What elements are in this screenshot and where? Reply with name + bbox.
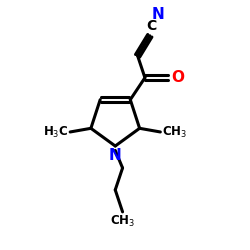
Text: CH$_3$: CH$_3$ (162, 124, 188, 140)
Text: C: C (147, 19, 157, 33)
Text: O: O (171, 70, 184, 85)
Text: CH$_3$: CH$_3$ (110, 214, 135, 229)
Text: N: N (152, 7, 165, 22)
Text: H$_3$C: H$_3$C (43, 124, 68, 140)
Text: N: N (109, 148, 122, 163)
